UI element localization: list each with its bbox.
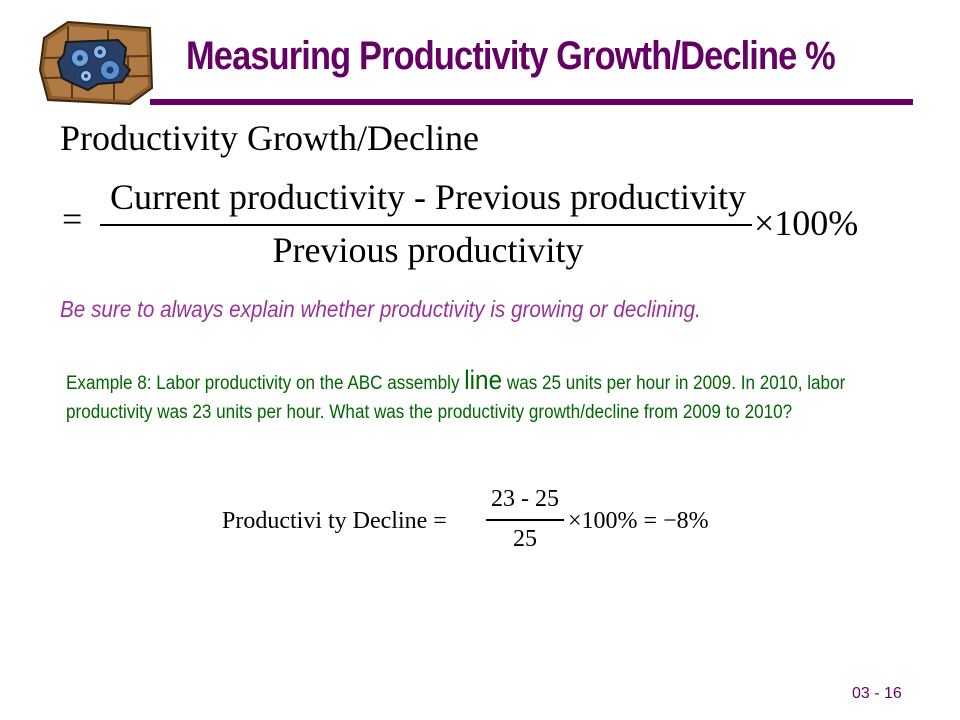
formula-equals-sign: = [62,199,83,239]
formula-fraction-bar [100,224,752,226]
formula-multiplier: ×100% [754,203,859,243]
example-text-before: Example 8: Labor productivity on the ABC… [66,373,465,394]
formula-heading: Productivity Growth/Decline [60,118,479,158]
calculation-denominator: 25 [513,526,537,552]
example-emphasized-word: line [464,365,503,395]
reminder-text: Be sure to always explain whether produc… [60,296,701,322]
title-divider [150,99,913,105]
page-number: 03 - 16 [852,685,902,702]
formula-denominator: Previous productivity [272,230,584,270]
page-title: Measuring Productivity Growth/Decline % [186,34,836,78]
calculation-result: ×100% = −8% [568,508,709,534]
formula-numerator: Current productivity - Previous producti… [110,177,746,217]
example-text-after: was 25 units per hour in 2009. In 2010, … [66,373,846,423]
example-problem: Example 8: Labor productivity on the ABC… [66,366,858,427]
calculation-numerator: 23 - 25 [491,486,559,512]
puzzle-brick-wall-logo-icon [38,20,154,106]
calculation-fraction-bar [486,519,564,521]
calculation-label: Productivi ty Decline = [222,508,447,534]
calculation-equation: Productivi ty Decline = 23 - 25 25 ×100%… [222,486,742,566]
